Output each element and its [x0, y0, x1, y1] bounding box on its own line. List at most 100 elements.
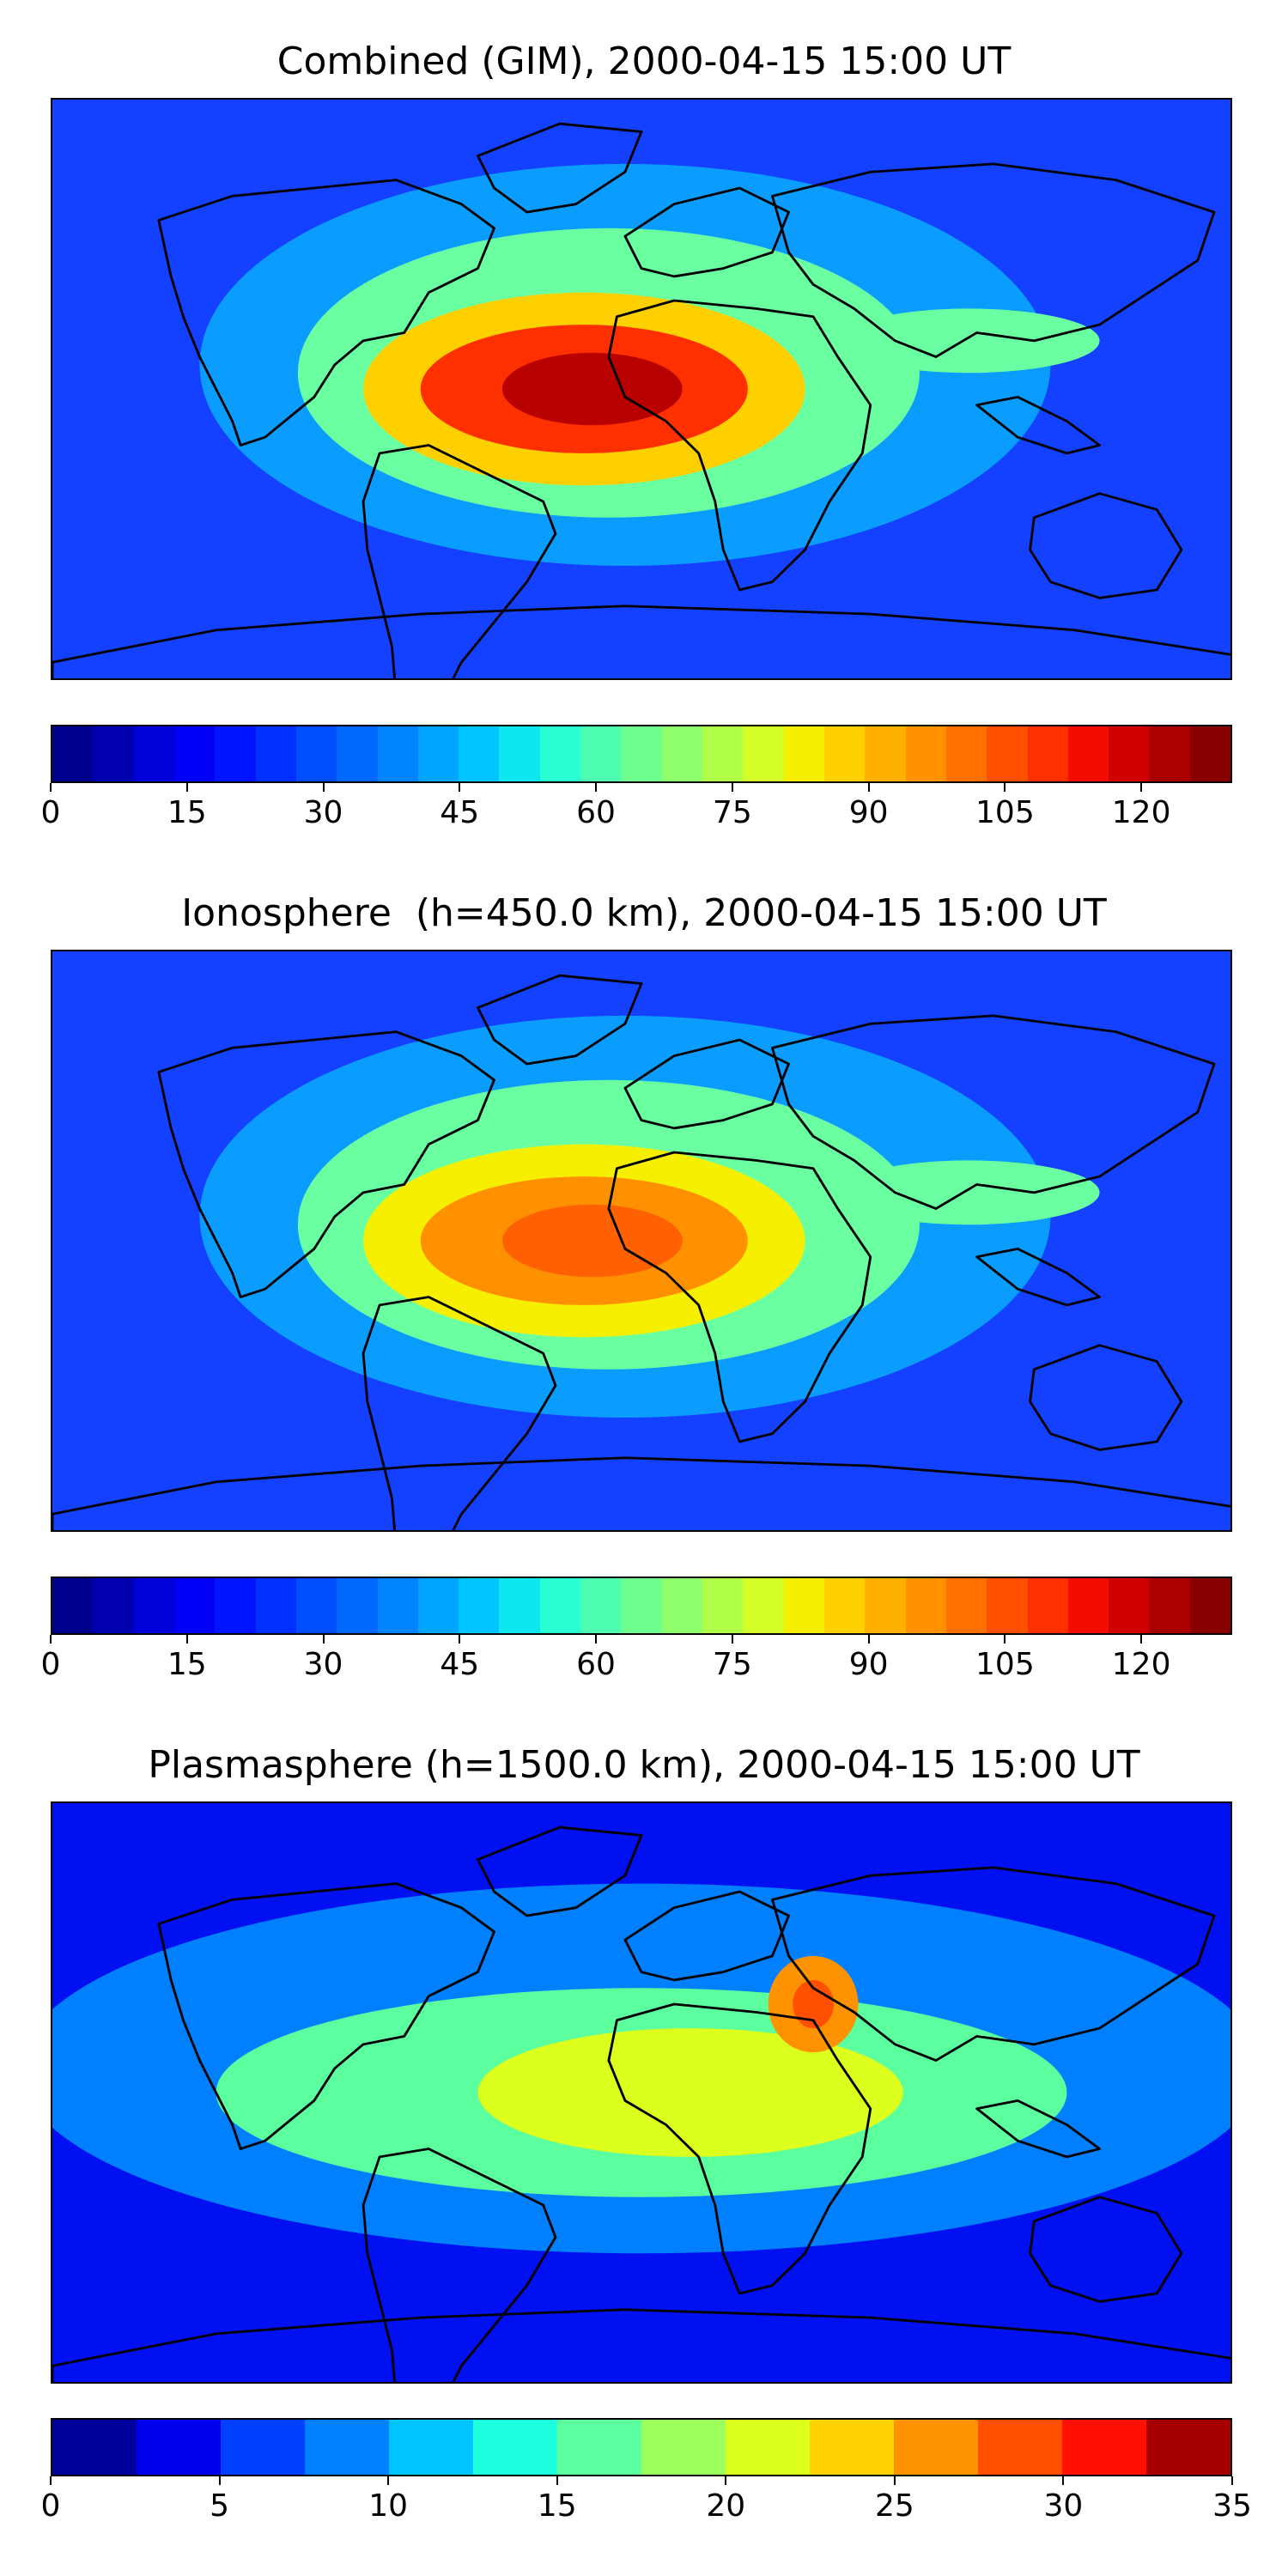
colorbar-tick-label: 75	[712, 1647, 752, 1682]
colorbar-ticks-ionosphere: 0 15 30 45 60 75 90 105 120	[41, 1635, 1232, 1686]
coastline	[975, 395, 1101, 455]
colorbar-segment	[1189, 726, 1231, 781]
colorbar-segment	[459, 726, 500, 781]
colorbar-segment	[1109, 726, 1150, 781]
colorbar-ticks-plasmasphere: 0 5 10 15 20 25 30 35	[41, 2476, 1252, 2528]
colorbar-tick-label: 0	[40, 2488, 61, 2524]
panel-title-ionosphere: Ionosphere (h=450.0 km), 2000-04-15 15:0…	[181, 891, 1107, 935]
colorbar-segment	[1149, 726, 1190, 781]
colorbar-tick-mark	[595, 783, 598, 792]
colorbar-tick-label: 105	[975, 795, 1035, 830]
colorbar-tick-mark	[867, 783, 870, 792]
colorbar-tick-label: 60	[576, 1647, 616, 1682]
map-canvas	[52, 100, 1230, 678]
colorbar-segment	[865, 1578, 906, 1633]
colorbar-segment	[1067, 726, 1109, 781]
coastline	[1029, 2196, 1183, 2303]
colorbar-tick-label: 0	[40, 795, 61, 830]
map-plasmasphere	[51, 1801, 1232, 2384]
colorbar-segment	[987, 1578, 1028, 1633]
colorbar-segment	[295, 726, 337, 781]
colorbar-tick-mark	[867, 1635, 870, 1643]
colorbar-segment	[823, 726, 866, 781]
colorbar-tick-mark	[387, 2476, 390, 2485]
colorbar-segment	[499, 726, 540, 781]
colorbar-tick-mark	[731, 783, 733, 792]
colorbar-segment	[173, 1578, 216, 1633]
coastline	[361, 2148, 557, 2382]
colorbar-segment	[743, 726, 784, 781]
colorbar-segment	[580, 726, 622, 781]
colorbar-tick-mark	[556, 2476, 558, 2485]
coastline	[607, 2002, 872, 2295]
coastline	[623, 1890, 790, 1982]
colorbar-segment	[1027, 1578, 1068, 1633]
colorbar-segment	[726, 2420, 810, 2475]
colorbar-segment	[978, 2420, 1062, 2475]
contour-tongue	[837, 308, 1100, 374]
colorbar-tick-label: 45	[440, 795, 480, 830]
colorbar-tick-label: 35	[1212, 2488, 1252, 2524]
coastline	[52, 2308, 1230, 2382]
colorbar-segment	[389, 2420, 473, 2475]
coastline	[477, 1826, 643, 1917]
colorbar-tick-mark	[595, 1635, 598, 1643]
coastline	[157, 1030, 495, 1298]
contour-core	[793, 1979, 834, 2029]
contour-core	[502, 1204, 683, 1278]
colorbar-tick-label: 30	[1043, 2488, 1084, 2524]
colorbar-segment	[417, 726, 459, 781]
colorbar-segment	[894, 2420, 978, 2475]
contour-core	[502, 352, 683, 426]
colorbar-segment	[93, 726, 134, 781]
colorbar-tick-mark	[725, 2476, 727, 2485]
colorbar-segment	[1062, 2420, 1146, 2475]
colorbar-tick-label: 45	[440, 1647, 480, 1682]
colorbar-tick-label: 30	[303, 1647, 343, 1682]
colorbar-segment	[539, 1578, 581, 1633]
coastline	[623, 1038, 790, 1130]
colorbar-segment	[661, 726, 702, 781]
colorbar-combined	[51, 725, 1232, 783]
colorbar-segment	[1109, 1578, 1150, 1633]
colorbar-segment	[661, 1578, 702, 1633]
colorbar-tick-label: 75	[712, 795, 752, 830]
panel-title-plasmasphere: Plasmasphere (h=1500.0 km), 2000-04-15 1…	[148, 1743, 1140, 1787]
contour-peak	[477, 2028, 903, 2157]
coastline	[975, 1247, 1101, 1307]
colorbar-tick-mark	[185, 1635, 188, 1643]
colorbar-segment	[987, 726, 1028, 781]
colorbar-segment	[255, 1578, 296, 1633]
colorbar-tick-mark	[50, 2476, 52, 2485]
colorbar-segment	[621, 1578, 662, 1633]
colorbar-segment	[945, 1578, 987, 1633]
colorbar-tick-mark	[218, 2476, 221, 2485]
colorbar-tick-label: 0	[40, 1647, 61, 1682]
colorbar-segment	[305, 2420, 389, 2475]
coastline	[771, 1866, 1216, 2062]
colorbar-segment	[215, 1578, 256, 1633]
colorbar-segment	[255, 726, 296, 781]
colorbar-tick-label: 60	[576, 795, 616, 830]
colorbar-segment	[1149, 1578, 1190, 1633]
colorbar-tick-mark	[322, 1635, 325, 1643]
colorbar-segment	[945, 726, 987, 781]
colorbar-segment	[1027, 726, 1068, 781]
colorbar-segment	[133, 1578, 174, 1633]
colorbar-segment	[743, 1578, 784, 1633]
coastline	[771, 1014, 1216, 1210]
coastline	[607, 299, 872, 592]
colorbar-tick-label: 120	[1111, 795, 1171, 830]
colorbar-segment	[905, 1578, 946, 1633]
colorbar-segment	[337, 726, 378, 781]
colorbar-tick-label: 5	[210, 2488, 230, 2524]
colorbar-segment	[52, 2420, 137, 2475]
colorbar-tick-label: 15	[167, 795, 207, 830]
colorbar-segment	[133, 726, 174, 781]
colorbar-segment	[702, 726, 744, 781]
colorbar-segment	[137, 2420, 221, 2475]
colorbar-tick-mark	[1140, 783, 1143, 792]
colorbar-segment	[702, 1578, 744, 1633]
coastline	[477, 122, 643, 214]
colorbar-tick-label: 90	[848, 795, 889, 830]
